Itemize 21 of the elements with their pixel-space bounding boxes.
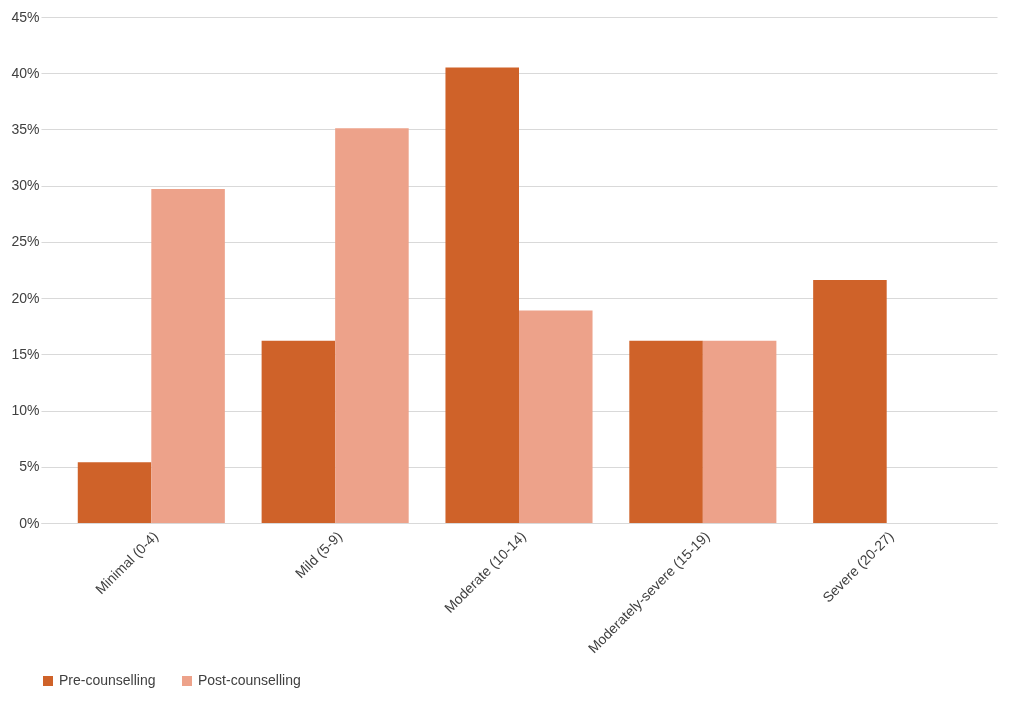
y-tick-label: 5% bbox=[19, 458, 40, 475]
y-tick-label: 35% bbox=[11, 120, 40, 137]
bar bbox=[813, 280, 887, 523]
bar bbox=[702, 340, 777, 523]
y-tick-label: 25% bbox=[11, 233, 40, 250]
y-tick-label: 20% bbox=[11, 289, 40, 306]
bar bbox=[445, 67, 519, 523]
y-tick-label: 15% bbox=[11, 345, 40, 362]
y-tick-label: 30% bbox=[11, 177, 40, 194]
bar bbox=[151, 189, 225, 523]
bar bbox=[261, 340, 336, 523]
y-tick-label: 45% bbox=[11, 8, 40, 25]
y-tick-label: 40% bbox=[11, 64, 40, 81]
legend-label: Post-counselling bbox=[198, 672, 301, 688]
y-tick-label: 0% bbox=[19, 514, 40, 531]
bar bbox=[519, 310, 593, 523]
legend-label: Pre-counselling bbox=[59, 672, 156, 688]
y-tick-label: 10% bbox=[11, 402, 40, 419]
bar bbox=[77, 462, 152, 523]
bar bbox=[335, 128, 409, 523]
bar bbox=[629, 340, 703, 523]
